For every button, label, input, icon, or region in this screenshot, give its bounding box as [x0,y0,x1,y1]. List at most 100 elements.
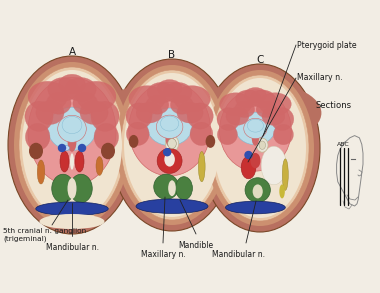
Ellipse shape [40,214,105,229]
Ellipse shape [36,101,64,125]
Ellipse shape [70,174,92,203]
Ellipse shape [170,96,193,114]
Ellipse shape [28,78,116,185]
Ellipse shape [129,135,138,148]
Ellipse shape [136,199,208,213]
Ellipse shape [259,141,266,149]
Ellipse shape [236,90,261,108]
Ellipse shape [245,88,266,102]
Ellipse shape [136,103,162,123]
Ellipse shape [126,103,152,129]
Text: B: B [168,50,176,60]
Ellipse shape [262,107,285,125]
Ellipse shape [60,151,69,172]
Text: 5th cranial n. ganglion
(trigeminal): 5th cranial n. ganglion (trigeminal) [3,228,86,242]
Ellipse shape [157,148,182,173]
Ellipse shape [68,178,76,199]
Text: Maxillary n.: Maxillary n. [141,250,185,259]
Text: Pterygoid plate: Pterygoid plate [297,40,356,50]
Ellipse shape [127,122,149,146]
Ellipse shape [217,125,238,145]
Ellipse shape [168,180,176,196]
Text: Sections: Sections [316,101,352,110]
Ellipse shape [217,108,240,130]
Text: Mandibular n.: Mandibular n. [212,250,264,259]
Ellipse shape [250,153,260,168]
Ellipse shape [62,146,70,151]
Text: C: C [256,55,264,65]
Ellipse shape [36,202,108,215]
Ellipse shape [174,86,211,112]
Text: Mandibular n.: Mandibular n. [46,243,98,252]
Ellipse shape [206,135,215,148]
Ellipse shape [19,67,125,223]
Ellipse shape [96,157,103,176]
Ellipse shape [253,184,263,198]
Ellipse shape [259,93,291,115]
Ellipse shape [220,90,291,171]
Circle shape [79,144,86,151]
Ellipse shape [116,65,228,225]
Ellipse shape [214,78,306,218]
Ellipse shape [271,108,294,130]
Ellipse shape [14,62,130,228]
Ellipse shape [225,201,285,214]
Ellipse shape [59,74,85,94]
Circle shape [245,151,252,159]
Ellipse shape [256,138,268,152]
Ellipse shape [236,112,275,145]
Ellipse shape [80,101,108,125]
Ellipse shape [68,133,76,152]
Ellipse shape [190,122,213,146]
Ellipse shape [156,115,183,139]
Ellipse shape [176,177,192,200]
Ellipse shape [91,101,119,132]
Text: Mandible: Mandible [179,241,214,250]
Text: A: A [68,47,76,57]
Ellipse shape [8,56,136,234]
Ellipse shape [121,70,223,220]
Ellipse shape [198,151,205,182]
Ellipse shape [206,70,314,226]
Ellipse shape [187,103,213,129]
Text: ABC: ABC [337,142,349,147]
Ellipse shape [279,184,285,198]
Ellipse shape [25,101,53,132]
Ellipse shape [70,153,74,170]
Ellipse shape [226,107,249,125]
Ellipse shape [58,115,86,142]
Ellipse shape [147,82,176,103]
Ellipse shape [164,152,175,167]
Ellipse shape [94,123,119,150]
Ellipse shape [241,156,256,179]
Text: Maxillary n.: Maxillary n. [297,74,343,83]
Ellipse shape [46,93,71,114]
Ellipse shape [48,78,79,101]
Ellipse shape [177,103,203,123]
Ellipse shape [110,59,234,231]
Ellipse shape [106,80,238,138]
Ellipse shape [129,82,211,176]
Ellipse shape [76,81,116,112]
Ellipse shape [29,143,43,159]
Ellipse shape [189,81,321,144]
Ellipse shape [168,139,176,149]
Ellipse shape [166,130,174,147]
Ellipse shape [146,96,169,114]
Circle shape [164,149,171,156]
Ellipse shape [129,86,166,112]
Ellipse shape [250,90,275,108]
Ellipse shape [245,178,270,202]
Ellipse shape [211,75,309,221]
Ellipse shape [163,82,192,103]
Ellipse shape [157,80,182,96]
Ellipse shape [65,78,96,101]
Ellipse shape [244,118,267,139]
Ellipse shape [37,160,45,184]
Ellipse shape [28,81,68,112]
Ellipse shape [147,108,192,146]
Ellipse shape [256,101,276,117]
Ellipse shape [273,125,293,145]
Ellipse shape [48,107,96,150]
Ellipse shape [25,123,50,150]
